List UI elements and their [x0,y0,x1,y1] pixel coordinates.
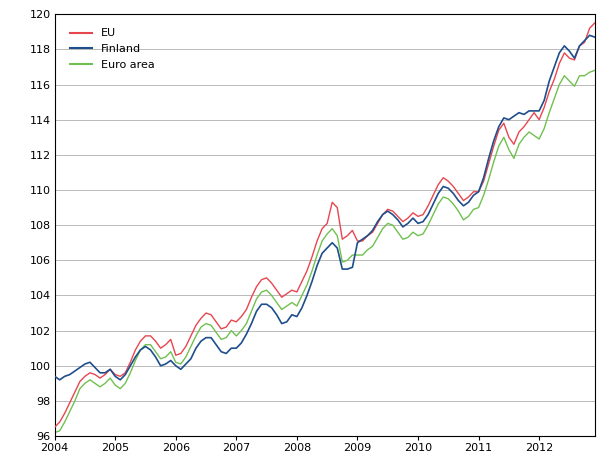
Legend: EU, Finland, Euro area: EU, Finland, Euro area [66,24,160,74]
